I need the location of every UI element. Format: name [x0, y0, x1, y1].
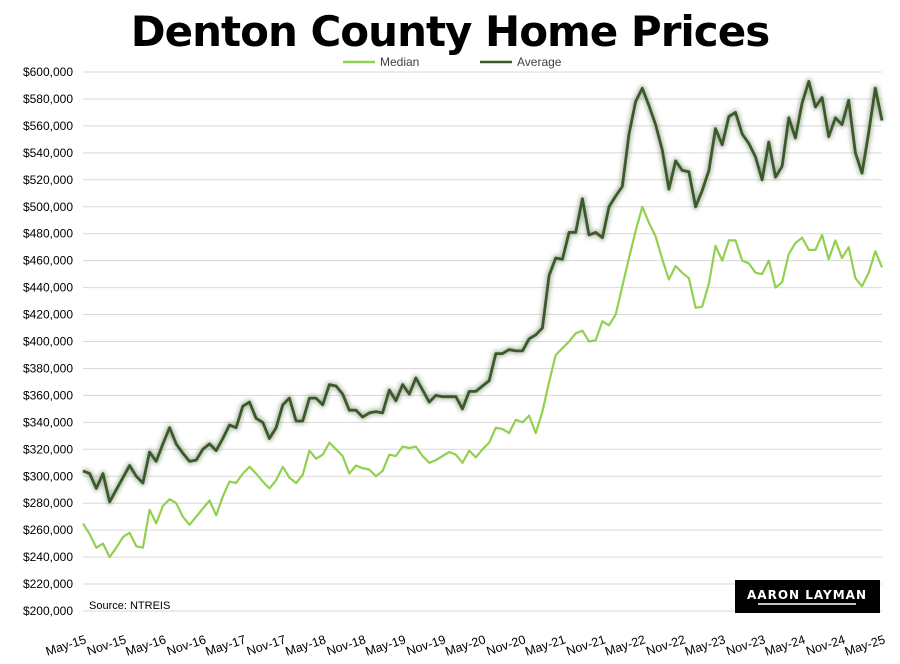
x-tick-label: Nov-23: [724, 633, 767, 659]
y-tick-label: $220,000: [23, 577, 73, 591]
x-tick-label: May-22: [603, 633, 647, 659]
logo-background: [735, 580, 880, 613]
series-lines: [81, 78, 885, 559]
x-tick-label: Nov-16: [165, 633, 208, 659]
logo-text: AARON LAYMAN: [747, 588, 867, 602]
chart-title: Denton County Home Prices: [130, 7, 770, 56]
x-tick-label: May-24: [763, 633, 807, 659]
x-tick-label: Nov-17: [245, 633, 288, 659]
y-tick-label: $540,000: [23, 146, 73, 160]
y-tick-label: $200,000: [23, 604, 73, 618]
x-tick-label: May-18: [284, 633, 328, 659]
x-tick-label: May-16: [124, 633, 168, 659]
y-tick-label: $340,000: [23, 415, 73, 429]
y-tick-label: $400,000: [23, 335, 73, 349]
y-tick-label: $240,000: [23, 550, 73, 564]
x-tick-label: May-20: [443, 633, 487, 659]
y-tick-label: $440,000: [23, 281, 73, 295]
x-tick-label: Nov-21: [565, 633, 608, 659]
series-shadow-average: [81, 78, 885, 505]
y-tick-label: $580,000: [23, 92, 73, 106]
x-tick-label: May-25: [843, 633, 887, 659]
y-tick-label: $520,000: [23, 173, 73, 187]
x-tick-label: Nov-24: [804, 633, 847, 659]
x-tick-label: May-21: [523, 633, 567, 659]
y-tick-label: $260,000: [23, 523, 73, 537]
y-tick-label: $480,000: [23, 227, 73, 241]
y-tick-label: $320,000: [23, 442, 73, 456]
source-note: Source: NTREIS: [89, 600, 170, 612]
logo: AARON LAYMAN: [735, 580, 880, 613]
x-tick-label: May-23: [683, 633, 727, 659]
y-tick-label: $380,000: [23, 361, 73, 375]
y-axis: $200,000 $220,000 $240,000 $260,000 $280,000…: [23, 65, 73, 618]
y-tick-label: $600,000: [23, 65, 73, 79]
y-tick-label: $280,000: [23, 496, 73, 510]
y-tick-label: $420,000: [23, 308, 73, 322]
x-tick-label: Nov-19: [405, 633, 448, 659]
y-tick-label: $460,000: [23, 254, 73, 268]
legend-label-median: Median: [380, 55, 419, 69]
x-tick-label: Nov-15: [85, 633, 128, 659]
series-line-median: [82, 205, 884, 559]
legend: Median Average: [343, 55, 562, 69]
y-tick-label: $300,000: [23, 469, 73, 483]
series-line-average: [82, 80, 884, 504]
gridlines: [83, 71, 882, 612]
legend-label-average: Average: [517, 55, 562, 69]
x-tick-label: Nov-18: [325, 633, 368, 659]
x-tick-label: May-15: [44, 633, 88, 659]
y-tick-label: $560,000: [23, 119, 73, 133]
x-tick-label: May-17: [204, 633, 248, 659]
x-tick-label: Nov-20: [485, 633, 528, 659]
x-axis: May-15Nov-15May-16Nov-16May-17Nov-17May-…: [44, 633, 887, 659]
x-tick-label: Nov-22: [645, 633, 688, 659]
x-tick-label: May-19: [364, 633, 408, 659]
y-tick-label: $500,000: [23, 200, 73, 214]
y-tick-label: $360,000: [23, 388, 73, 402]
